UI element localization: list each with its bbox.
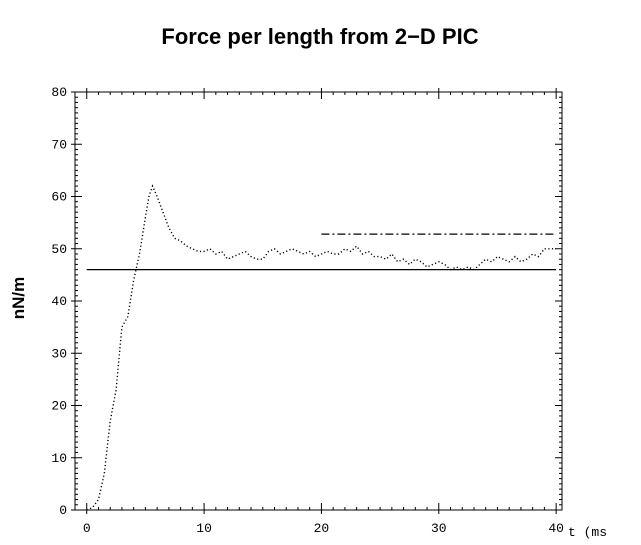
x-tick-label: 10 — [196, 521, 212, 536]
series-line-dotted — [86, 184, 557, 511]
y-axis-label: nN/m — [9, 277, 28, 320]
series-group — [86, 184, 557, 511]
y-tick-label: 80 — [51, 85, 67, 100]
axes: 0 10 20 30 40 50 60 70 80 0 10 20 30 40 — [51, 85, 564, 536]
y-tick-label: 70 — [51, 137, 67, 152]
plot-frame — [74, 91, 563, 511]
chart-title: Force per length from 2−D PIC — [161, 24, 478, 49]
x-tick-label: 20 — [314, 521, 330, 536]
y-tick-label: 0 — [59, 503, 67, 518]
x-tick-label: 40 — [548, 521, 564, 536]
y-tick-label: 50 — [51, 242, 67, 257]
x-tick-label: 0 — [83, 521, 91, 536]
y-tick-label: 30 — [51, 346, 67, 361]
x-tick-label: 30 — [431, 521, 447, 536]
y-tick-label: 10 — [51, 451, 67, 466]
y-tick-label: 40 — [51, 294, 67, 309]
x-axis-label: t (ms — [568, 525, 607, 540]
y-tick-label: 60 — [51, 190, 67, 205]
y-tick-label: 20 — [51, 399, 67, 414]
